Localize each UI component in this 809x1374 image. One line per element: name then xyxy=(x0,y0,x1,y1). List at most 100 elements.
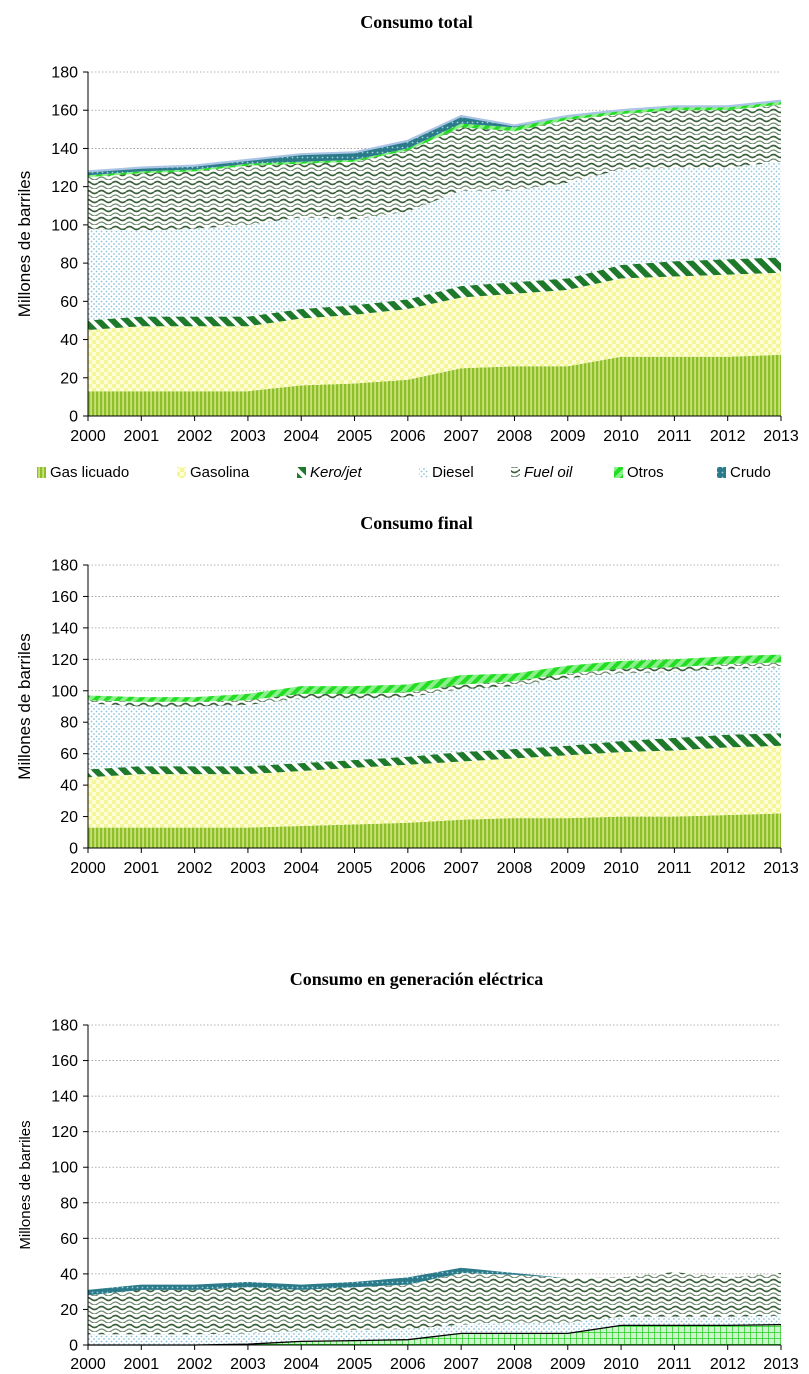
y-tick-label: 120 xyxy=(51,652,78,669)
x-tick-label: 2009 xyxy=(550,860,586,877)
chart-title: Consumo total xyxy=(360,12,473,32)
y-tick-label: 20 xyxy=(60,809,78,826)
y-tick-label: 100 xyxy=(51,1160,78,1177)
y-tick-label: 100 xyxy=(51,217,78,234)
x-tick-label: 2013 xyxy=(763,428,799,445)
y-tick-label: 20 xyxy=(60,1302,78,1319)
legend-swatch xyxy=(297,467,306,478)
x-tick-label: 2004 xyxy=(283,860,319,877)
y-tick-label: 40 xyxy=(60,778,78,795)
x-tick-label: 2009 xyxy=(550,428,586,445)
y-tick-label: 60 xyxy=(60,294,78,311)
x-tick-label: 2010 xyxy=(603,428,639,445)
x-tick-label: 2009 xyxy=(550,1356,586,1373)
legend-item-gasolina: Gasolina xyxy=(177,464,250,481)
x-tick-label: 2012 xyxy=(710,860,746,877)
area-kero xyxy=(88,257,781,330)
legend-swatch xyxy=(177,467,186,478)
x-tick-label: 2006 xyxy=(390,860,426,877)
x-tick-label: 2005 xyxy=(337,1356,373,1373)
legend-label: Fuel oil xyxy=(524,464,573,481)
y-tick-label: 160 xyxy=(51,103,78,120)
y-tick-label: 40 xyxy=(60,1266,78,1283)
chart-1: Consumo total 0 20 40 60 80 100 120 140 160 180 200… xyxy=(15,12,799,445)
x-tick-label: 2003 xyxy=(230,860,266,877)
x-tick-label: 2003 xyxy=(230,1356,266,1373)
area-diesel xyxy=(88,667,781,770)
x-tick-label: 2013 xyxy=(763,860,799,877)
x-tick-label: 2010 xyxy=(603,1356,639,1373)
legend-item-crudo: Crudo xyxy=(717,464,771,481)
total-outline xyxy=(87,99,782,173)
legend-item-kero: Kero/jet xyxy=(297,464,363,481)
x-tick-label: 2011 xyxy=(657,428,692,445)
y-tick-label: 180 xyxy=(51,1018,78,1035)
area-kero xyxy=(88,733,781,778)
y-tick-label: 160 xyxy=(51,1053,78,1070)
legend-label: Gasolina xyxy=(190,464,250,481)
legend-label: Crudo xyxy=(730,464,771,481)
y-tick-label: 180 xyxy=(51,65,78,82)
y-tick-label: 80 xyxy=(60,715,78,732)
y-tick-label: 40 xyxy=(60,332,78,349)
legend-swatch xyxy=(511,467,520,478)
y-tick-label: 60 xyxy=(60,746,78,763)
x-tick-label: 2008 xyxy=(497,860,533,877)
x-tick-label: 2000 xyxy=(70,860,106,877)
x-tick-label: 2013 xyxy=(763,1356,799,1373)
y-tick-label: 180 xyxy=(51,558,78,575)
x-tick-label: 2004 xyxy=(283,1356,319,1373)
x-tick-label: 2010 xyxy=(603,860,639,877)
x-tick-label: 2001 xyxy=(124,428,160,445)
y-tick-label: 80 xyxy=(60,1195,78,1212)
x-tick-label: 2004 xyxy=(283,428,319,445)
x-tick-label: 2000 xyxy=(70,1356,106,1373)
area-fuel xyxy=(88,104,781,231)
legend-swatch xyxy=(717,467,726,478)
x-tick-label: 2012 xyxy=(710,428,746,445)
y-tick-label: 0 xyxy=(69,409,78,426)
legend-item-fuel: Fuel oil xyxy=(511,464,573,481)
x-tick-label: 2002 xyxy=(177,428,213,445)
area-gasolina xyxy=(88,745,781,828)
x-tick-label: 2007 xyxy=(443,1356,479,1373)
x-tick-label: 2007 xyxy=(443,860,479,877)
y-tick-label: 120 xyxy=(51,1124,78,1141)
legend-swatch xyxy=(37,467,46,478)
x-tick-label: 2012 xyxy=(710,1356,746,1373)
y-axis-label: Millones de barriles xyxy=(15,171,34,317)
legend: Gas licuado Gasolina Kero/jet Diesel Fuel oi… xyxy=(37,464,771,481)
x-tick-label: 2001 xyxy=(124,860,160,877)
chart-2: Consumo final 0 20 40 60 80 100 120 140 160 180 200… xyxy=(15,513,799,877)
y-tick-label: 140 xyxy=(51,1089,78,1106)
legend-label: Diesel xyxy=(432,464,474,481)
x-tick-label: 2000 xyxy=(70,428,106,445)
area-gaslic xyxy=(88,354,781,416)
area-gaslic xyxy=(88,1324,781,1345)
x-tick-label: 2008 xyxy=(497,428,533,445)
y-tick-label: 160 xyxy=(51,589,78,606)
y-tick-label: 120 xyxy=(51,179,78,196)
x-tick-label: 2002 xyxy=(177,860,213,877)
area-gasolina xyxy=(88,272,781,392)
area-otros xyxy=(88,654,781,702)
chart-title: Consumo final xyxy=(360,513,473,533)
area-gaslic xyxy=(88,813,781,848)
x-tick-label: 2011 xyxy=(657,1356,692,1373)
x-tick-label: 2006 xyxy=(390,428,426,445)
x-tick-label: 2005 xyxy=(337,860,373,877)
legend-item-otros: Otros xyxy=(614,464,664,481)
legend-item-gaslic: Gas licuado xyxy=(37,464,129,481)
area-fuel xyxy=(88,1272,781,1335)
area-fuel xyxy=(88,662,781,707)
y-tick-label: 20 xyxy=(60,370,78,387)
legend-item-diesel: Diesel xyxy=(419,464,474,481)
x-tick-label: 2011 xyxy=(657,860,692,877)
legend-label: Gas licuado xyxy=(50,464,129,481)
y-tick-label: 140 xyxy=(51,141,78,158)
chart-3: Consumo en generación eléctrica 0 20 40 60 80… xyxy=(17,969,799,1373)
area-otros xyxy=(88,100,781,178)
y-axis-label: Millones de barriles xyxy=(17,1120,34,1249)
